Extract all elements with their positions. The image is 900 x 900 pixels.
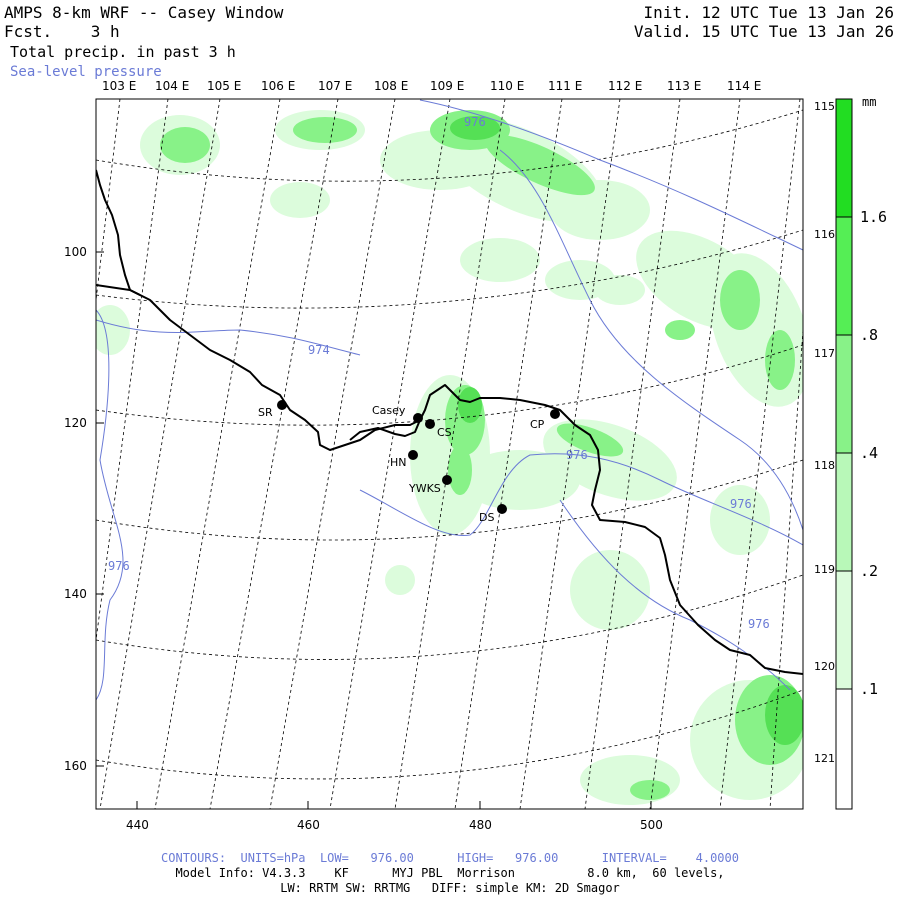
coastline <box>96 169 803 675</box>
isobar-label: 974 <box>308 343 330 357</box>
lon-label: 109 E <box>430 79 464 93</box>
x-tick-label: 500 <box>640 818 663 832</box>
station-label: Casey <box>372 404 406 417</box>
station-marker[interactable] <box>442 475 452 485</box>
station-marker[interactable] <box>425 419 435 429</box>
x-tick-label: 460 <box>297 818 320 832</box>
map-title: AMPS 8-km WRF -- Casey Window <box>4 3 284 22</box>
colorbar-units: mm <box>862 95 876 109</box>
isobar-label: 976 <box>464 115 486 129</box>
contour-info: CONTOURS: UNITS=hPa LOW= 976.00 HIGH= 97… <box>161 851 739 865</box>
lon-label: 106 E <box>261 79 295 93</box>
lon-label: 105 E <box>207 79 241 93</box>
station-label: CP <box>530 418 545 431</box>
y-axis: 100 120 140 160 <box>64 245 104 773</box>
isobar-label: 976 <box>108 559 130 573</box>
field-name: Total precip. in past 3 h <box>10 43 236 61</box>
isobar-label: 976 <box>566 448 588 462</box>
y-tick-label: 160 <box>64 759 87 773</box>
x-axis: 440 460 480 500 <box>126 801 663 832</box>
colorbar-segment <box>836 453 852 571</box>
map-layers: 976 974 976 976 976 976 SR Casey CS CP H… <box>96 99 803 809</box>
lon-label: 113 E <box>667 79 701 93</box>
colorbar-segment <box>836 689 852 809</box>
lon-label: 108 E <box>374 79 408 93</box>
forecast-hour: Fcst. 3 h <box>4 22 120 41</box>
station-label: HN <box>390 456 407 469</box>
overlay-name: Sea-level pressure <box>10 64 162 80</box>
station-marker[interactable] <box>497 504 507 514</box>
station-marker[interactable] <box>413 413 423 423</box>
colorbar-label: .8 <box>860 326 878 344</box>
station-label: SR <box>258 406 273 419</box>
lon-labels-top: 103 E 104 E 105 E 106 E 107 E 108 E 109 … <box>102 79 761 93</box>
lon-label: 110 E <box>490 79 524 93</box>
isobar-label: 976 <box>748 617 770 631</box>
colorbar-segment <box>836 571 852 689</box>
lat-lon-grid <box>96 99 803 809</box>
station-label: CS <box>437 426 452 439</box>
stations: SR Casey CS CP HN YWKS DS <box>258 400 560 524</box>
colorbar-label: .1 <box>860 680 878 698</box>
colorbar-label: .2 <box>860 562 878 580</box>
physics-info: LW: RRTM SW: RRTMG DIFF: simple KM: 2D S… <box>280 881 620 895</box>
lon-label: 104 E <box>155 79 189 93</box>
station-label: YWKS <box>408 482 441 495</box>
isobar-labels: 976 974 976 976 976 976 <box>108 115 770 631</box>
colorbar-segment <box>836 335 852 453</box>
y-tick-label: 100 <box>64 245 87 259</box>
x-tick-label: 480 <box>469 818 492 832</box>
lon-label: 103 E <box>102 79 136 93</box>
lon-label: 112 E <box>608 79 642 93</box>
station-marker[interactable] <box>277 400 287 410</box>
colorbar-label: .4 <box>860 444 878 462</box>
y-tick-label: 140 <box>64 587 87 601</box>
y-tick-label: 120 <box>64 416 87 430</box>
colorbar-segment <box>836 99 852 217</box>
isobar-label: 976 <box>730 497 752 511</box>
lon-label: 107 E <box>318 79 352 93</box>
valid-time: Valid. 15 UTC Tue 13 Jan 26 <box>633 22 894 41</box>
model-info: Model Info: V4.3.3 KF MYJ PBL Morrison 8… <box>175 866 725 880</box>
plot-frame <box>95 98 804 810</box>
x-tick-label: 440 <box>126 818 149 832</box>
colorbar-label: 1.6 <box>860 208 887 226</box>
lon-label: 111 E <box>548 79 582 93</box>
station-marker[interactable] <box>408 450 418 460</box>
station-label: DS <box>479 511 494 524</box>
lon-label: 114 E <box>727 79 761 93</box>
colorbar: mm 1.6 .8 .4 .2 .1 <box>835 95 887 810</box>
station-marker[interactable] <box>550 409 560 419</box>
colorbar-segment <box>836 217 852 335</box>
precip-heavy-areas <box>450 116 803 745</box>
init-time: Init. 12 UTC Tue 13 Jan 26 <box>643 3 894 22</box>
